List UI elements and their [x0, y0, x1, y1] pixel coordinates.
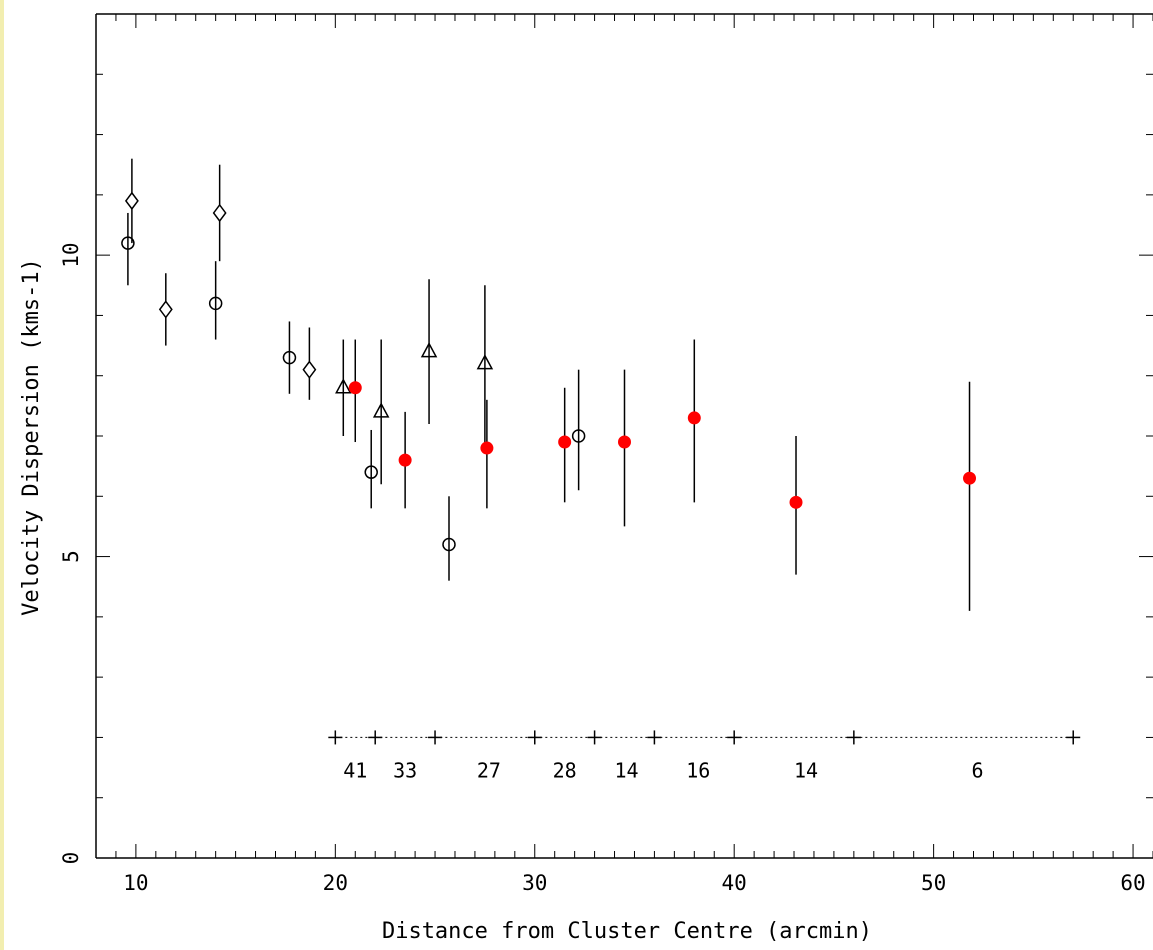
y-tick-label: 10	[59, 242, 83, 267]
x-axis-label: Distance from Cluster Centre (arcmin)	[382, 919, 872, 944]
y-tick-label: 5	[59, 550, 83, 563]
triangle-point	[420, 342, 438, 358]
bin-count-label: 41	[343, 758, 367, 782]
bin-count-label: 14	[614, 758, 638, 782]
x-tick-label: 20	[323, 871, 348, 895]
open-circle-point	[282, 350, 297, 365]
open-circle-point	[442, 537, 456, 552]
bin-count-label: 27	[477, 758, 501, 782]
filled-circle-point	[963, 471, 977, 485]
filled-circle-point	[348, 381, 362, 395]
error-bars	[127, 158, 971, 611]
x-tick-label: 40	[722, 871, 747, 895]
y-tick-label: 0	[59, 852, 83, 865]
triangle-point	[372, 402, 390, 418]
x-tick-label: 50	[921, 871, 946, 895]
x-tick-label: 60	[1120, 871, 1145, 895]
bin-count-label: 28	[553, 758, 577, 782]
diamond-point	[212, 203, 227, 223]
open-circle-point	[571, 429, 586, 443]
open-circle-point	[364, 465, 378, 479]
triangle-point	[335, 378, 352, 394]
filled-circle-point	[558, 435, 572, 449]
diamond-point	[124, 191, 139, 211]
bin-count-label: 6	[971, 758, 983, 782]
bin-markers: 41 33 27 28 14 16 14 6	[328, 730, 1081, 782]
filled-circle-point	[398, 453, 412, 467]
x-tick-label: 30	[522, 871, 547, 895]
diamond-point	[302, 360, 317, 379]
filled-circle-point	[687, 411, 701, 425]
bin-count-label: 33	[393, 758, 417, 782]
open-circle-point	[208, 296, 223, 311]
axis-ticks	[95, 13, 1153, 859]
data-markers	[121, 191, 977, 552]
tick-labels: 10 20 30 40 50 60 0 5 10	[59, 242, 1146, 895]
x-tick-label: 10	[123, 871, 148, 895]
y-axis-label: Velocity Dispersion (kms-1)	[19, 258, 44, 616]
bin-count-label: 16	[686, 758, 710, 782]
bin-count-label: 14	[794, 758, 818, 782]
frame-strip	[0, 0, 4, 950]
diamond-point	[158, 300, 173, 319]
filled-circle-point	[618, 435, 631, 449]
filled-circle-point	[789, 495, 803, 509]
open-circle-point	[121, 236, 135, 250]
filled-circle-point	[480, 441, 494, 455]
triangle-point	[476, 354, 494, 370]
